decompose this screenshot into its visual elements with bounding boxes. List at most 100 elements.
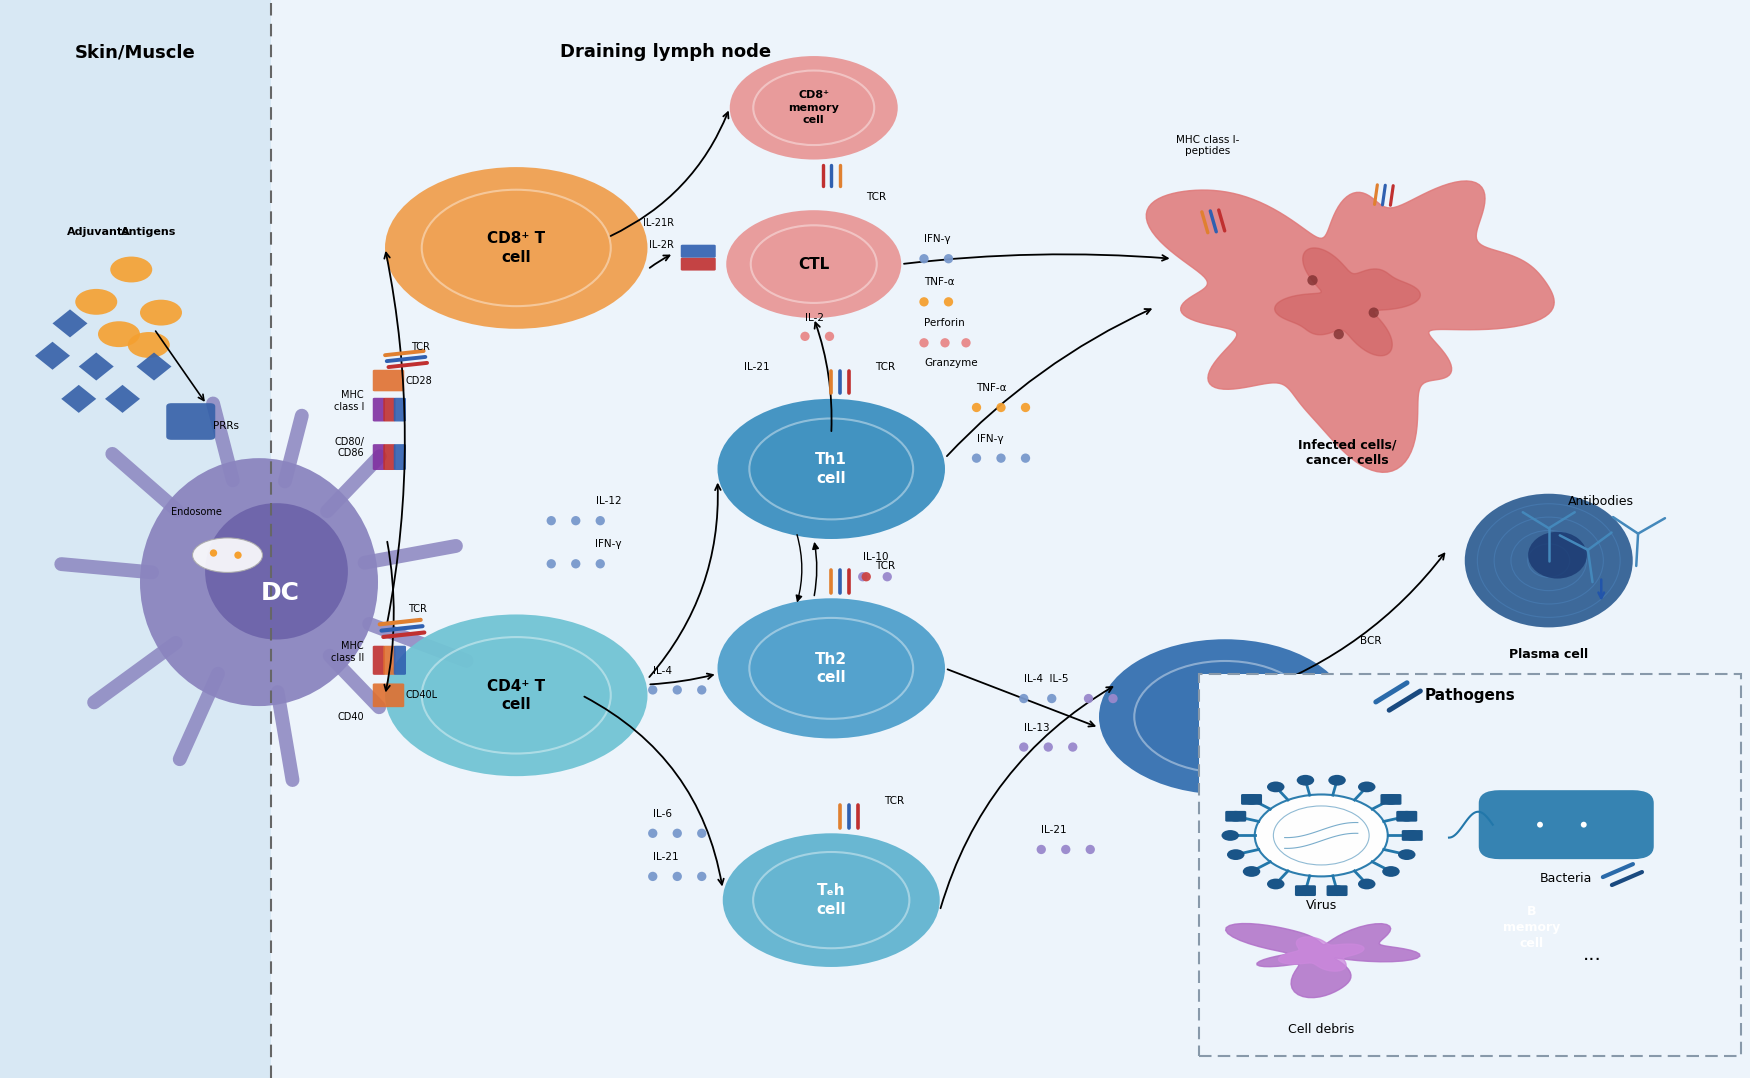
Point — [1011, 399, 1040, 416]
FancyBboxPatch shape — [373, 646, 385, 675]
Text: IL-10: IL-10 — [863, 552, 889, 563]
Text: Cell debris: Cell debris — [1288, 1023, 1354, 1036]
Point — [586, 512, 614, 529]
Point — [952, 334, 980, 351]
Text: IL-4: IL-4 — [653, 665, 672, 676]
Circle shape — [385, 614, 648, 776]
Point — [910, 334, 938, 351]
Polygon shape — [52, 309, 88, 337]
Point — [791, 328, 819, 345]
Point — [931, 334, 959, 351]
FancyBboxPatch shape — [681, 258, 716, 271]
Circle shape — [749, 418, 914, 520]
Point — [934, 293, 962, 310]
Circle shape — [1099, 639, 1351, 794]
Circle shape — [1398, 849, 1416, 860]
Circle shape — [1358, 782, 1376, 792]
Text: CD4⁺ T
cell: CD4⁺ T cell — [487, 678, 546, 713]
Point — [1325, 326, 1353, 343]
FancyBboxPatch shape — [394, 444, 406, 470]
Text: IL-21R: IL-21R — [642, 218, 674, 229]
FancyBboxPatch shape — [1295, 885, 1316, 896]
FancyBboxPatch shape — [1225, 811, 1246, 821]
Text: MHC
class I: MHC class I — [334, 390, 364, 412]
FancyBboxPatch shape — [166, 403, 215, 440]
Text: IFN-γ: IFN-γ — [595, 539, 621, 550]
Text: TCR: TCR — [866, 192, 887, 203]
Circle shape — [1255, 794, 1388, 876]
Point — [688, 681, 716, 699]
Point — [639, 681, 667, 699]
Circle shape — [1405, 843, 1659, 1000]
Point — [816, 328, 843, 345]
Text: CD40L: CD40L — [406, 690, 438, 701]
Circle shape — [422, 637, 611, 754]
Polygon shape — [1146, 181, 1554, 472]
Text: CD40: CD40 — [338, 711, 364, 722]
Circle shape — [752, 852, 910, 949]
Point — [663, 825, 691, 842]
Point — [1010, 738, 1038, 756]
Point — [1010, 690, 1038, 707]
Text: IL-6: IL-6 — [653, 808, 672, 819]
Circle shape — [1382, 794, 1400, 805]
Text: Endosome: Endosome — [172, 507, 222, 517]
Ellipse shape — [1465, 494, 1633, 627]
FancyBboxPatch shape — [373, 444, 385, 470]
FancyBboxPatch shape — [373, 370, 404, 391]
Point — [639, 868, 667, 885]
Text: IFN-γ: IFN-γ — [977, 433, 1003, 444]
Point — [1011, 450, 1040, 467]
Circle shape — [1267, 782, 1284, 792]
Text: CD80/
CD86: CD80/ CD86 — [334, 437, 364, 458]
Text: Tₑh
cell: Tₑh cell — [817, 883, 845, 917]
Point — [1038, 690, 1066, 707]
Point — [1074, 690, 1102, 707]
Text: PRRs: PRRs — [214, 420, 240, 431]
Circle shape — [730, 56, 898, 160]
Text: B cell: B cell — [1199, 708, 1251, 725]
FancyBboxPatch shape — [681, 245, 716, 258]
Text: IL-4  IL-5: IL-4 IL-5 — [1024, 674, 1068, 685]
Circle shape — [1267, 879, 1284, 889]
FancyBboxPatch shape — [394, 646, 406, 675]
Point — [562, 512, 590, 529]
FancyBboxPatch shape — [373, 398, 385, 421]
Text: TCR: TCR — [875, 561, 896, 571]
Circle shape — [422, 190, 611, 306]
Text: Skin/Muscle: Skin/Muscle — [74, 43, 196, 61]
Point — [1298, 272, 1326, 289]
Point — [1076, 841, 1104, 858]
Circle shape — [718, 399, 945, 539]
Circle shape — [723, 833, 940, 967]
Text: TCR: TCR — [884, 796, 905, 806]
Point — [200, 544, 228, 562]
Circle shape — [1328, 885, 1346, 896]
Point — [663, 868, 691, 885]
Text: MHC
class II: MHC class II — [331, 641, 364, 663]
Ellipse shape — [140, 458, 378, 706]
Circle shape — [752, 70, 875, 146]
Point — [849, 568, 877, 585]
FancyBboxPatch shape — [1326, 885, 1348, 896]
Text: TCR: TCR — [408, 604, 427, 614]
Polygon shape — [1279, 937, 1363, 971]
Text: BCR: BCR — [1360, 636, 1381, 647]
FancyBboxPatch shape — [1396, 811, 1418, 821]
Point — [586, 555, 614, 572]
Point — [663, 681, 691, 699]
FancyBboxPatch shape — [383, 398, 396, 421]
Text: Granzyme: Granzyme — [924, 358, 978, 369]
Text: CD28: CD28 — [406, 375, 432, 386]
Polygon shape — [35, 342, 70, 370]
FancyBboxPatch shape — [1199, 674, 1741, 1056]
Point — [639, 825, 667, 842]
Circle shape — [1430, 859, 1633, 984]
Circle shape — [140, 300, 182, 326]
Polygon shape — [136, 353, 172, 381]
Point — [1526, 816, 1554, 833]
Point — [963, 450, 990, 467]
Text: CD8⁺ T
cell: CD8⁺ T cell — [487, 231, 546, 265]
Circle shape — [1398, 811, 1416, 821]
FancyBboxPatch shape — [1402, 830, 1423, 841]
